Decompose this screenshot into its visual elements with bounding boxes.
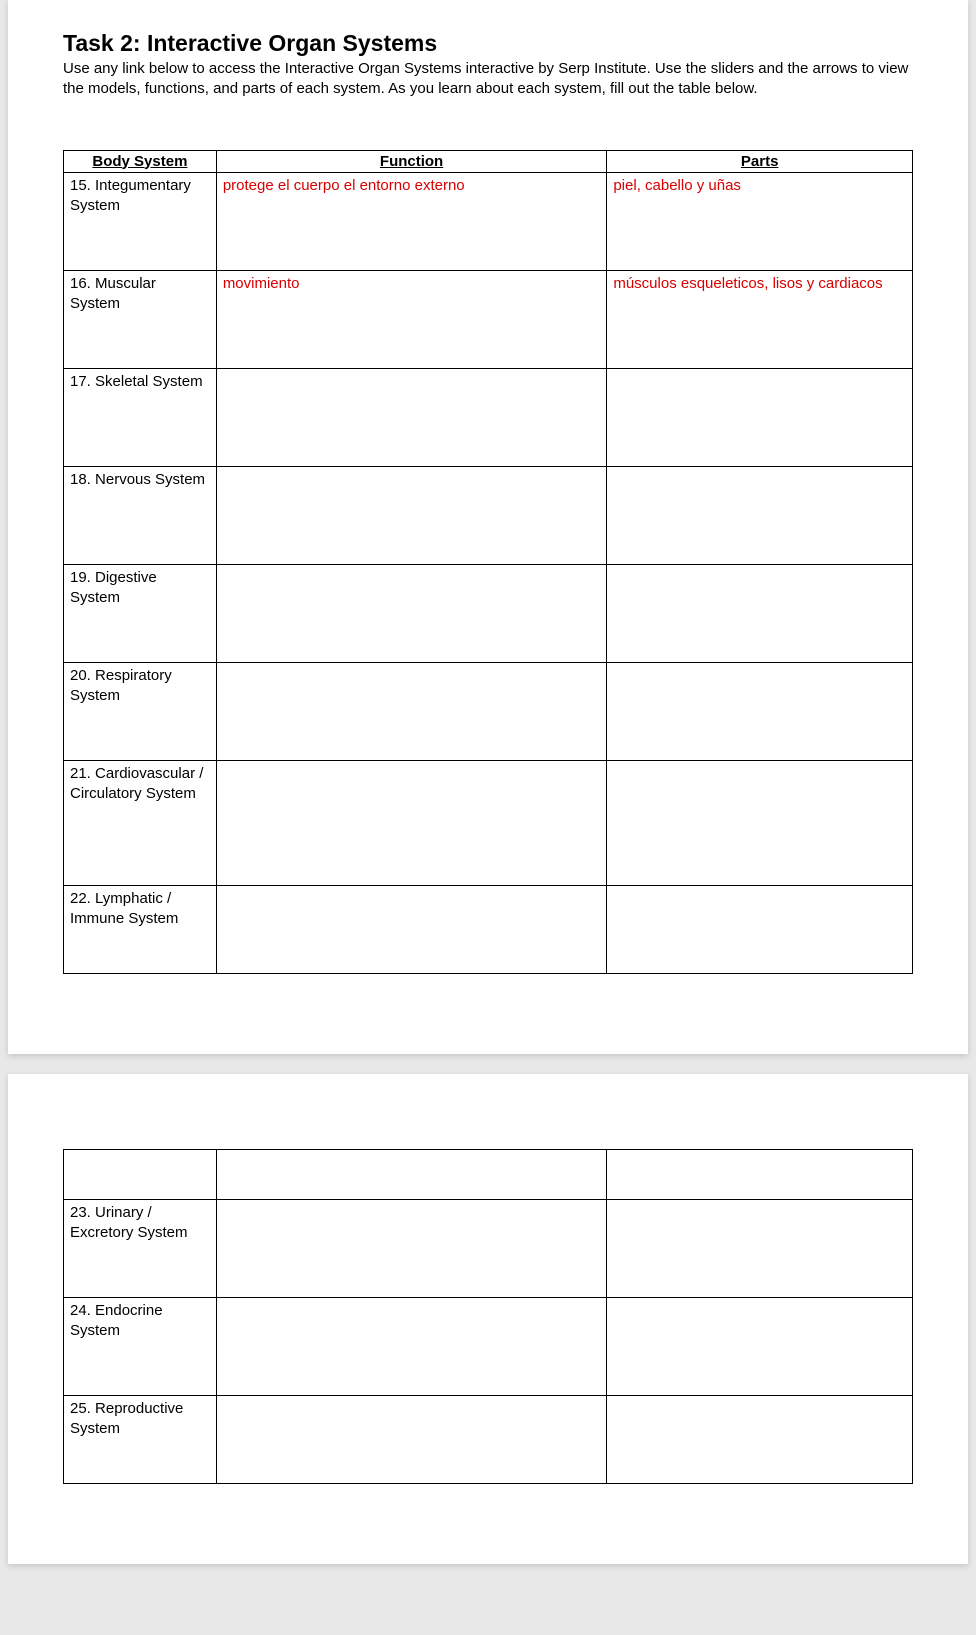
parts-cell[interactable] [607,1150,913,1200]
worksheet-page-1: Task 2: Interactive Organ Systems Use an… [8,0,968,1054]
header-function: Function [216,150,607,173]
organ-systems-table-continued: 23. Urinary / Excretory System24. Endocr… [63,1149,913,1484]
table-row: 21. Cardiovascular / Circulatory System [64,761,913,886]
table-row: 18. Nervous System [64,467,913,565]
body-system-cell: 19. Digestive System [64,565,217,663]
parts-cell[interactable] [607,369,913,467]
parts-cell[interactable] [607,1396,913,1484]
body-system-cell: 15. Integumentary System [64,173,217,271]
table-row: 22. Lymphatic / Immune System [64,886,913,974]
task-title: Task 2: Interactive Organ Systems [63,30,913,57]
body-system-cell: 21. Cardiovascular / Circulatory System [64,761,217,886]
body-system-cell: 25. Reproductive System [64,1396,217,1484]
table-row: 17. Skeletal System [64,369,913,467]
function-cell[interactable] [216,663,607,761]
body-system-cell: 23. Urinary / Excretory System [64,1200,217,1298]
parts-cell[interactable] [607,467,913,565]
parts-cell[interactable] [607,565,913,663]
function-cell[interactable] [216,1150,607,1200]
function-cell[interactable] [216,1298,607,1396]
function-cell[interactable] [216,1396,607,1484]
parts-cell[interactable]: músculos esqueleticos, lisos y cardiacos [607,271,913,369]
function-cell[interactable] [216,369,607,467]
table-row: 19. Digestive System [64,565,913,663]
function-cell[interactable] [216,1200,607,1298]
function-cell[interactable] [216,761,607,886]
worksheet-page-2: 23. Urinary / Excretory System24. Endocr… [8,1074,968,1564]
body-system-cell: 18. Nervous System [64,467,217,565]
organ-systems-table: Body System Function Parts 15. Integumen… [63,150,913,975]
table-row [64,1150,913,1200]
parts-cell[interactable] [607,1298,913,1396]
function-cell[interactable] [216,886,607,974]
body-system-cell: 22. Lymphatic / Immune System [64,886,217,974]
function-cell[interactable] [216,565,607,663]
table-row: 24. Endocrine System [64,1298,913,1396]
function-cell[interactable]: movimiento [216,271,607,369]
function-cell[interactable] [216,467,607,565]
parts-cell[interactable] [607,663,913,761]
body-system-cell [64,1150,217,1200]
header-body-system: Body System [64,150,217,173]
parts-cell[interactable]: piel, cabello y uñas [607,173,913,271]
header-parts: Parts [607,150,913,173]
body-system-cell: 17. Skeletal System [64,369,217,467]
table-row: 20. Respiratory System [64,663,913,761]
body-system-cell: 20. Respiratory System [64,663,217,761]
table-row: 25. Reproductive System [64,1396,913,1484]
task-description: Use any link below to access the Interac… [63,59,913,100]
function-cell[interactable]: protege el cuerpo el entorno externo [216,173,607,271]
table-row: 23. Urinary / Excretory System [64,1200,913,1298]
parts-cell[interactable] [607,761,913,886]
table-row: 16. Muscular Systemmovimientomúsculos es… [64,271,913,369]
table-row: 15. Integumentary Systemprotege el cuerp… [64,173,913,271]
table-header-row: Body System Function Parts [64,150,913,173]
parts-cell[interactable] [607,1200,913,1298]
parts-cell[interactable] [607,886,913,974]
body-system-cell: 24. Endocrine System [64,1298,217,1396]
body-system-cell: 16. Muscular System [64,271,217,369]
